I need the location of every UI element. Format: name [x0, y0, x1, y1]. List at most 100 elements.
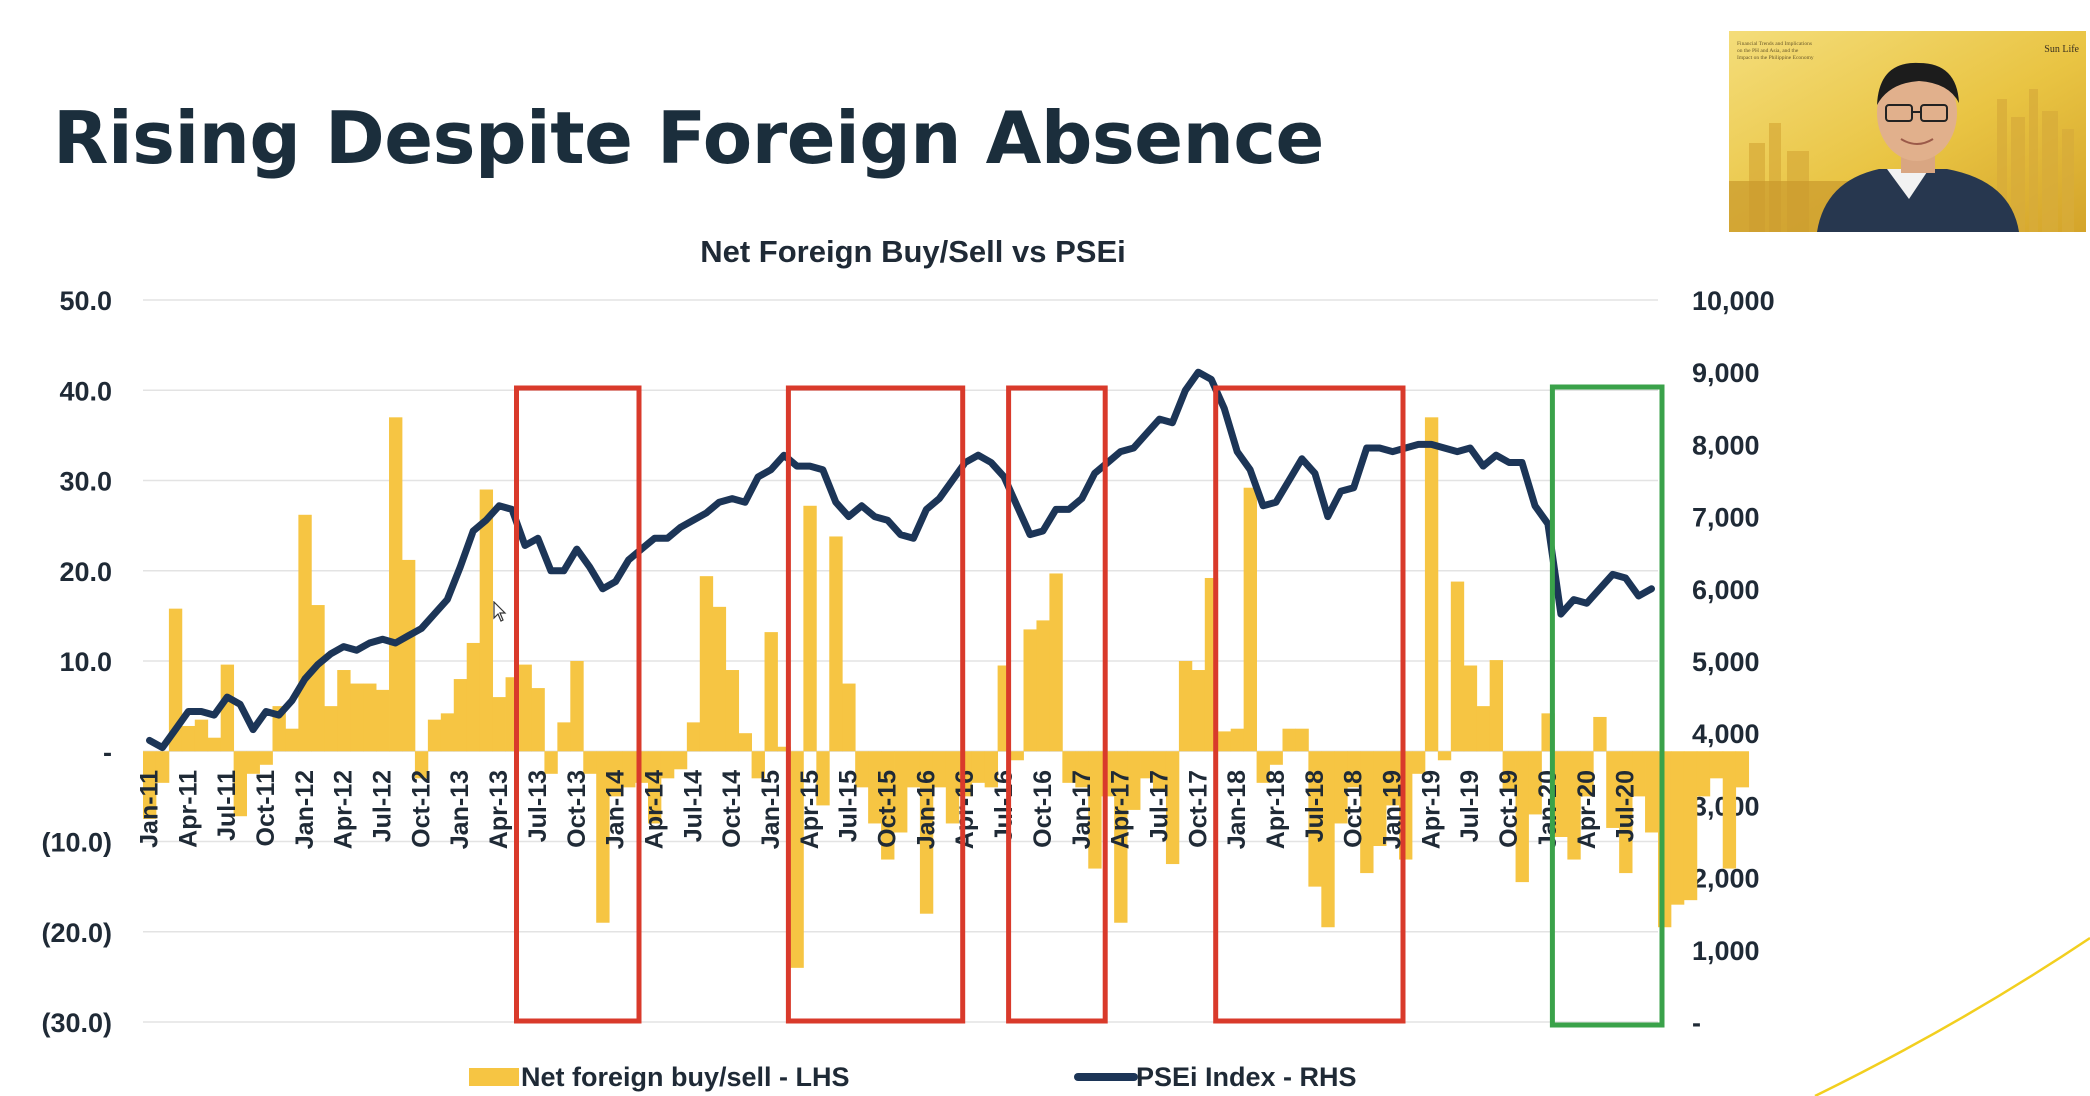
bar — [1230, 728, 1245, 752]
bar — [414, 751, 429, 779]
highlight-boxes — [514, 384, 1665, 1028]
bar — [1217, 731, 1232, 752]
x-tick-label: Jul-11 — [213, 770, 241, 841]
red-highlight-box — [1006, 385, 1108, 1024]
bar — [168, 608, 183, 752]
left-tick-label: 50.0 — [59, 286, 112, 316]
x-tick-label: Jan-20 — [1534, 770, 1562, 849]
bar — [337, 670, 351, 752]
bar — [181, 725, 196, 752]
right-tick-label: 6,000 — [1692, 575, 1760, 605]
bar — [324, 706, 338, 752]
bar — [143, 751, 157, 819]
red-highlight-box — [785, 385, 966, 1024]
bar — [570, 661, 584, 752]
bar — [389, 417, 403, 752]
bar — [1580, 751, 1594, 797]
x-tick-label: Apr-14 — [640, 770, 668, 849]
bar — [1722, 751, 1737, 869]
bar — [350, 683, 364, 752]
bar — [155, 751, 170, 783]
bar — [1632, 751, 1646, 797]
x-tick-label: Apr-16 — [951, 770, 979, 849]
x-tick-label: Oct-12 — [407, 770, 435, 848]
bar — [855, 751, 869, 788]
legend-label-line: PSEi Index - RHS — [1136, 1062, 1357, 1092]
bar — [1411, 751, 1426, 774]
x-tick-label: Jul-13 — [524, 770, 552, 842]
sun-life-logo: Sun Life — [2044, 44, 2079, 55]
bar — [1683, 751, 1698, 901]
bar — [531, 688, 545, 752]
bar — [906, 751, 921, 788]
bar — [363, 683, 377, 752]
bar — [596, 751, 610, 923]
bar — [932, 751, 947, 788]
bar — [1696, 751, 1711, 797]
video-slide-line-1: Financial Trends and Implications — [1737, 41, 1812, 47]
bar — [1023, 629, 1037, 752]
bar — [971, 751, 986, 783]
red-highlight-box — [1213, 385, 1406, 1024]
bar — [1735, 751, 1750, 788]
x-tick-label: Apr-20 — [1573, 770, 1601, 849]
slide-title: Rising Despite Foreign Absence — [53, 96, 1324, 180]
bar — [725, 670, 740, 752]
bar — [1088, 751, 1102, 869]
x-tick-label: Oct-11 — [252, 770, 280, 847]
left-tick-label: 20.0 — [59, 557, 112, 587]
x-axis-labels: Jan-11 Apr-11 Jul-11 Oct-11 Jan-12 Apr-12 Jul-… — [135, 770, 1639, 849]
bar — [1373, 751, 1387, 847]
x-tick-label: Apr-11 — [174, 770, 202, 848]
x-tick-label: Oct-17 — [1184, 770, 1212, 848]
x-tick-label: Jan-14 — [602, 770, 630, 849]
bar — [660, 751, 675, 779]
x-tick-label: Apr-18 — [1262, 770, 1290, 849]
bar — [259, 751, 273, 765]
video-slide-line-3: Impact on the Philippine Economy — [1737, 55, 1814, 61]
bar — [1347, 751, 1361, 788]
x-tick-label: Jul-14 — [679, 770, 707, 842]
bar — [1619, 751, 1633, 874]
bar — [1010, 751, 1024, 761]
bar — [1191, 670, 1206, 752]
x-tick-label: Jan-17 — [1068, 770, 1096, 849]
bar — [1450, 581, 1465, 752]
x-tick-label: Jul-17 — [1145, 770, 1173, 842]
bar — [1256, 751, 1270, 783]
bar — [894, 751, 908, 833]
chart-legend: Net foreign buy/sell - LHS PSEi Index - … — [469, 1062, 1357, 1092]
legend-swatch-bars — [469, 1068, 519, 1086]
bar — [1282, 728, 1296, 752]
bar — [376, 689, 390, 752]
x-tick-label: Apr-17 — [1107, 770, 1135, 849]
bar — [1606, 751, 1620, 828]
bar — [246, 751, 260, 774]
bar — [945, 751, 960, 824]
bar — [777, 746, 791, 752]
x-tick-label: Jul-12 — [369, 770, 397, 842]
x-tick-label: Jan-11 — [135, 770, 163, 848]
right-tick-label: 5,000 — [1692, 647, 1760, 677]
x-tick-label: Jul-16 — [990, 770, 1018, 842]
green-highlight-box — [1549, 384, 1665, 1028]
bar — [492, 697, 506, 752]
bar — [1165, 751, 1180, 865]
bar — [285, 728, 299, 752]
bar — [311, 605, 325, 752]
right-tick-label: 1,000 — [1692, 936, 1760, 966]
bar — [1062, 751, 1076, 783]
x-tick-label: Oct-16 — [1029, 770, 1057, 848]
left-tick-label: (30.0) — [41, 1008, 112, 1038]
bar — [194, 719, 209, 752]
chart-title: Net Foreign Buy/Sell vs PSEi — [700, 234, 1126, 269]
bar — [1476, 706, 1491, 752]
bar — [751, 751, 765, 779]
bar — [686, 722, 701, 752]
x-tick-label: Oct-15 — [874, 770, 902, 848]
bar — [1645, 751, 1659, 833]
x-tick-label: Jul-20 — [1612, 770, 1640, 842]
bar — [427, 719, 442, 752]
bar — [1515, 751, 1529, 883]
